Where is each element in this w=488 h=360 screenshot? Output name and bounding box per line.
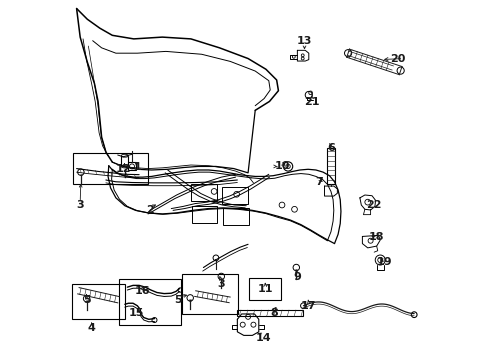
Text: 12: 12 <box>116 164 131 174</box>
Bar <box>73 153 148 184</box>
Ellipse shape <box>121 154 128 157</box>
Ellipse shape <box>121 165 128 168</box>
Bar <box>182 274 238 314</box>
Text: 19: 19 <box>376 257 392 267</box>
Bar <box>191 206 217 223</box>
Text: 22: 22 <box>366 200 381 210</box>
Bar <box>326 148 334 184</box>
Text: 3: 3 <box>217 279 224 289</box>
Text: 16: 16 <box>135 286 150 296</box>
Text: 13: 13 <box>296 36 311 46</box>
Text: 15: 15 <box>129 308 144 318</box>
Text: 11: 11 <box>257 284 272 294</box>
Bar <box>222 187 247 204</box>
Text: 6: 6 <box>326 143 334 153</box>
Text: 9: 9 <box>292 272 300 282</box>
Text: 2: 2 <box>145 205 153 215</box>
Text: 10: 10 <box>274 161 289 171</box>
Text: 17: 17 <box>301 301 316 311</box>
Bar <box>119 279 181 325</box>
Text: 1: 1 <box>133 162 141 172</box>
Bar <box>128 162 135 170</box>
Text: 3: 3 <box>76 200 84 210</box>
Text: 8: 8 <box>269 308 277 318</box>
Bar <box>223 208 248 225</box>
Text: 20: 20 <box>389 54 405 64</box>
Bar <box>121 156 128 166</box>
Text: 14: 14 <box>255 333 271 343</box>
Text: 4: 4 <box>87 323 95 333</box>
Text: 7: 7 <box>315 177 323 187</box>
Text: 5: 5 <box>174 295 182 305</box>
Bar <box>237 310 303 316</box>
Text: 21: 21 <box>303 97 319 107</box>
Text: 18: 18 <box>367 232 383 242</box>
Bar <box>72 284 125 319</box>
Text: 5: 5 <box>82 295 90 305</box>
Bar <box>248 278 281 300</box>
Bar <box>190 184 216 202</box>
